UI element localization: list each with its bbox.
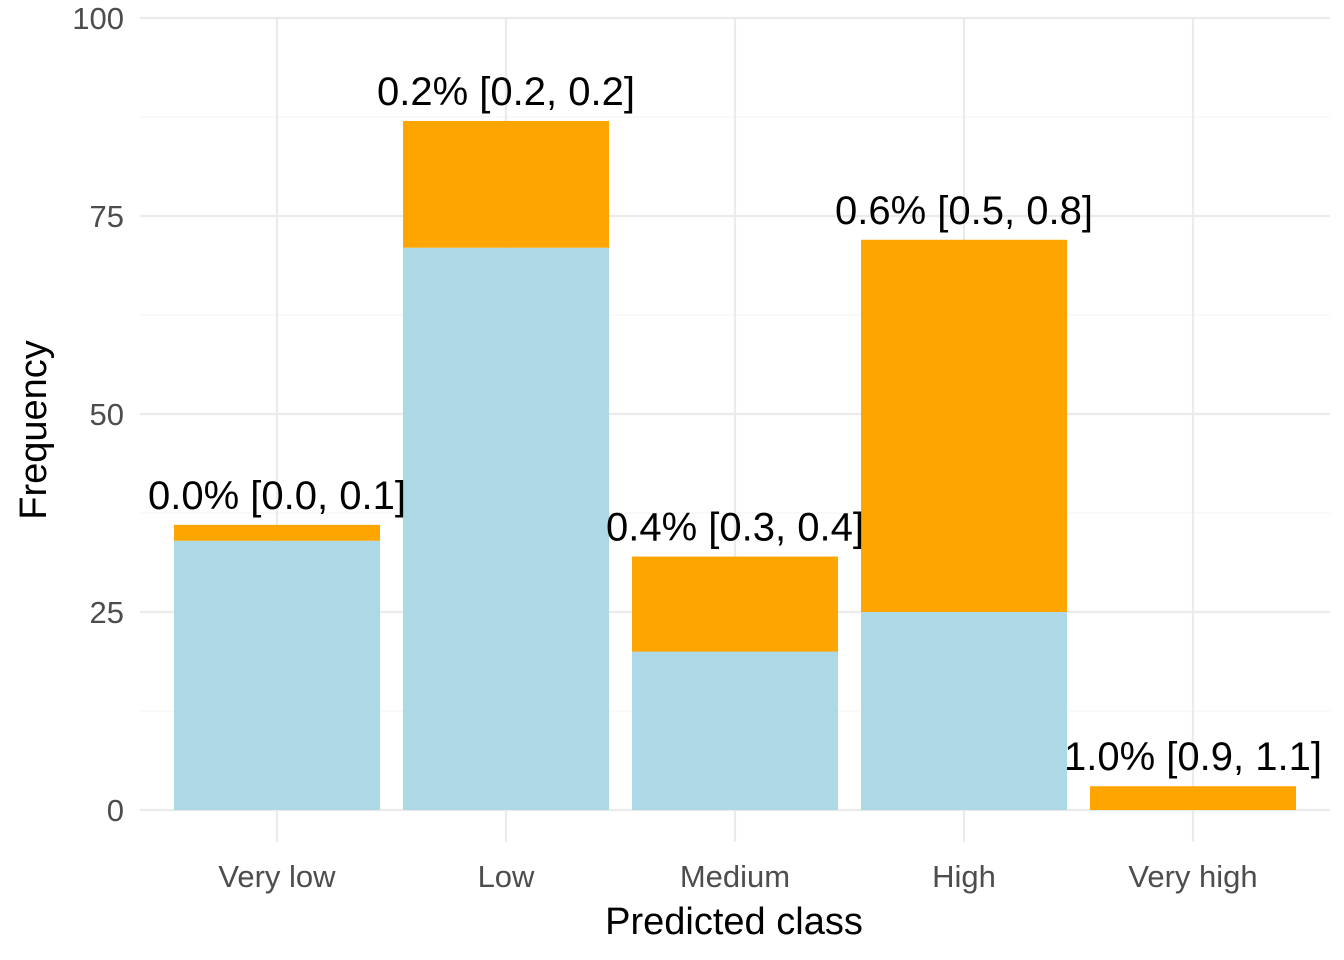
bar-segment bbox=[403, 247, 609, 810]
bar-labels: 0.0% [0.0, 0.1] 0.2% [0.2, 0.2] 0.4% [0.3,… bbox=[148, 70, 1322, 779]
x-tick-label: Very low bbox=[218, 859, 336, 894]
y-tick-label: 75 bbox=[90, 199, 124, 234]
bar-label: 0.0% [0.0, 0.1] bbox=[148, 474, 406, 518]
bar-segment bbox=[861, 612, 1067, 810]
x-tick-label: Medium bbox=[680, 859, 790, 894]
bar-segment bbox=[632, 556, 838, 652]
x-tick-label: Very high bbox=[1128, 859, 1257, 894]
bars bbox=[174, 120, 1296, 810]
bar-segment bbox=[861, 239, 1067, 612]
y-tick-label: 50 bbox=[90, 397, 124, 432]
bar-segment bbox=[403, 120, 609, 248]
bar-segment bbox=[632, 651, 838, 810]
x-axis-tick-labels: Very low Low Medium High Very high bbox=[218, 859, 1257, 894]
x-tick-label: High bbox=[932, 859, 996, 894]
bar-segment bbox=[1090, 786, 1296, 810]
y-axis-tick-labels: 0 25 50 75 100 bbox=[72, 1, 124, 828]
bar-label: 0.6% [0.5, 0.8] bbox=[835, 189, 1093, 233]
bar-segment bbox=[174, 524, 380, 541]
y-tick-label: 25 bbox=[90, 595, 124, 630]
bar-label: 1.0% [0.9, 1.1] bbox=[1064, 735, 1322, 779]
bar-segment bbox=[174, 540, 380, 810]
y-tick-label: 0 bbox=[107, 793, 124, 828]
x-tick-label: Low bbox=[478, 859, 535, 894]
bar-label: 0.2% [0.2, 0.2] bbox=[377, 70, 635, 114]
x-axis-title: Predicted class bbox=[605, 901, 863, 943]
y-axis-title: Frequency bbox=[13, 340, 55, 520]
y-tick-label: 100 bbox=[72, 1, 124, 36]
bar-label: 0.4% [0.3, 0.4] bbox=[606, 506, 864, 550]
